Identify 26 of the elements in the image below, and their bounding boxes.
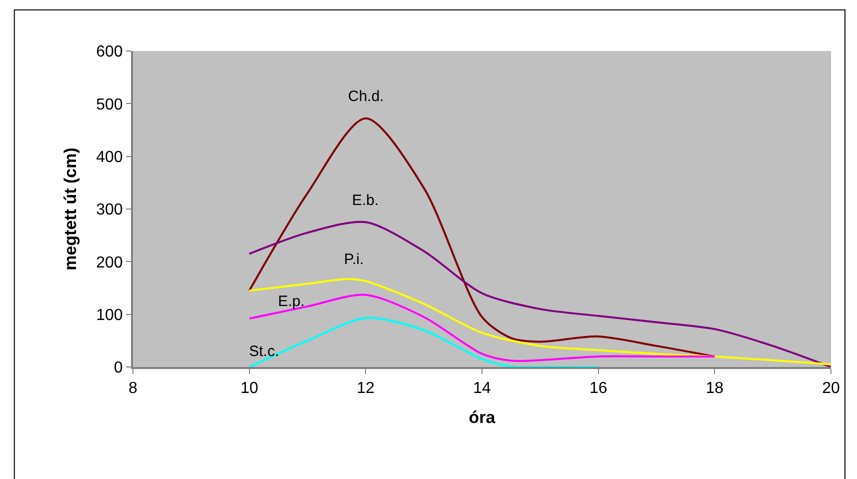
x-tick-label: 12 — [356, 380, 375, 398]
series-label: E.p. — [278, 293, 305, 310]
series-label: E.b. — [352, 192, 379, 209]
y-tick-label: 200 — [96, 254, 123, 272]
y-tick-label: 0 — [114, 360, 123, 377]
series-label: Ch.d. — [348, 88, 384, 105]
x-tick-label: 8 — [128, 380, 138, 398]
series-label: St.c. — [249, 343, 280, 360]
line-series — [248, 278, 831, 366]
line-series — [248, 294, 716, 362]
y-tick-label: 400 — [96, 148, 123, 166]
x-tick-label: 10 — [240, 380, 258, 398]
x-tick-label: 20 — [822, 380, 840, 398]
line-series — [248, 220, 831, 367]
line-series — [248, 316, 600, 367]
y-tick-label: 600 — [96, 44, 123, 61]
x-axis-title: óra — [468, 408, 496, 428]
y-axis-title: megtett út (cm) — [61, 148, 80, 270]
series-label: P.i. — [344, 251, 364, 268]
y-tick-label: 300 — [96, 202, 123, 219]
line-series — [248, 117, 716, 358]
x-tick-label: 18 — [706, 380, 724, 398]
y-tick-label: 100 — [96, 306, 123, 324]
y-tick-label: 500 — [96, 96, 123, 114]
x-tick-label: 14 — [473, 380, 491, 398]
x-tick-label: 16 — [589, 380, 608, 398]
